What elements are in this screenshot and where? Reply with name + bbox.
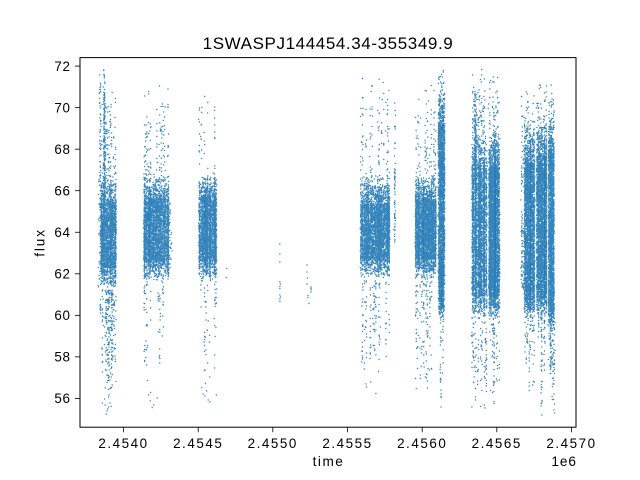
svg-text:flux: flux: [33, 228, 48, 257]
svg-text:2.4550: 2.4550: [248, 436, 298, 451]
svg-text:2.4545: 2.4545: [173, 436, 223, 451]
svg-text:1SWASPJ144454.34-355349.9: 1SWASPJ144454.34-355349.9: [203, 34, 454, 53]
svg-text:2.4570: 2.4570: [546, 436, 596, 451]
svg-text:2.4565: 2.4565: [472, 436, 522, 451]
svg-text:60: 60: [54, 308, 70, 323]
svg-text:58: 58: [54, 350, 70, 365]
svg-text:72: 72: [54, 59, 70, 74]
svg-text:62: 62: [54, 267, 70, 282]
svg-text:66: 66: [54, 184, 70, 199]
svg-text:1e6: 1e6: [551, 454, 577, 469]
svg-text:56: 56: [54, 391, 70, 406]
svg-text:2.4560: 2.4560: [397, 436, 447, 451]
svg-text:68: 68: [54, 142, 70, 157]
svg-text:2.4540: 2.4540: [98, 436, 148, 451]
svg-text:64: 64: [54, 225, 70, 240]
svg-text:time: time: [313, 454, 345, 469]
svg-text:2.4555: 2.4555: [322, 436, 372, 451]
svg-text:70: 70: [54, 100, 70, 115]
